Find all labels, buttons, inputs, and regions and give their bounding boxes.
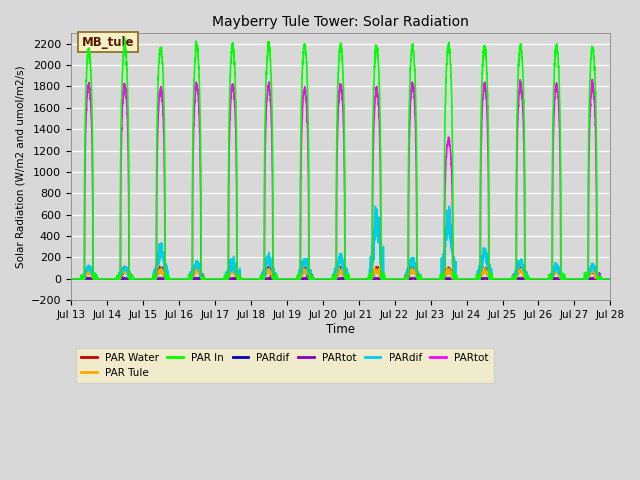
Text: MB_tule: MB_tule (81, 36, 134, 49)
X-axis label: Time: Time (326, 323, 355, 336)
Legend: PAR Water, PAR Tule, PAR In, PARdif, PARtot, PARdif, PARtot: PAR Water, PAR Tule, PAR In, PARdif, PAR… (76, 348, 494, 383)
Y-axis label: Solar Radiation (W/m2 and umol/m2/s): Solar Radiation (W/m2 and umol/m2/s) (15, 65, 25, 268)
Title: Mayberry Tule Tower: Solar Radiation: Mayberry Tule Tower: Solar Radiation (212, 15, 469, 29)
